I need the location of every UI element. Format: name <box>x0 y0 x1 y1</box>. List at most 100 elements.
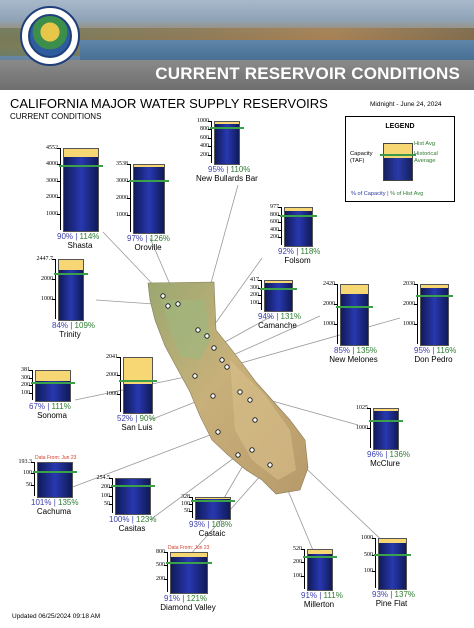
reservoir-axis <box>60 148 61 230</box>
tick-label: 2000 <box>323 301 335 307</box>
storage-fill <box>265 282 292 311</box>
pct-hist-avg: 118% <box>300 247 321 256</box>
pct-capacity: 52% <box>117 414 134 423</box>
tick-label: 381 <box>21 367 30 373</box>
hist-avg-line <box>59 165 103 167</box>
reservoir-name: Oroville <box>134 243 162 252</box>
tick-label: 1000 <box>46 211 58 217</box>
tick-label: 500 <box>156 562 165 568</box>
reservoir-name: Diamond Valley <box>160 603 216 612</box>
hist-avg-line <box>129 180 169 182</box>
header-banner: CURRENT RESERVOIR CONDITIONS <box>0 0 474 90</box>
tick-label: 2041 <box>106 354 118 360</box>
reservoir-name: McClure <box>370 459 400 468</box>
pct-capacity: 100% <box>109 515 130 524</box>
storage-fill <box>379 542 406 589</box>
tick-label: 600 <box>270 219 279 225</box>
legend-capacity: Capacity (TAF) <box>350 151 373 164</box>
updated-timestamp: Updated 06/25/2024 09:18 AM <box>12 613 101 620</box>
tick-label: 4000 <box>46 161 58 167</box>
tick-label: 3000 <box>116 178 128 184</box>
storage-fill <box>374 410 398 449</box>
tick-label: 2000 <box>116 195 128 201</box>
storage-fill <box>38 463 72 497</box>
tick-label: 1000 <box>356 425 368 431</box>
legend-pct-capacity: % of Capacity <box>351 191 386 197</box>
reservoir-axis <box>375 538 376 588</box>
pct-hist-avg: 136% <box>389 450 411 459</box>
legend: LEGEND Capacity (TAF) Hist Avg Historica… <box>345 116 455 202</box>
tick-label: 200 <box>21 382 30 388</box>
reservoir-percentages: 93% | 108% <box>189 520 233 529</box>
reservoir-percentages: 96% | 136% <box>367 450 411 459</box>
hist-avg-line <box>280 215 317 217</box>
pct-hist-avg: 121% <box>186 594 208 603</box>
reservoir-name: Folsom <box>284 256 311 265</box>
reservoir-axis <box>337 284 338 344</box>
tick-label: 977 <box>270 204 279 210</box>
pct-hist-avg: 109% <box>74 321 96 330</box>
reservoir-axis <box>304 549 305 589</box>
tick-label: 2030 <box>403 281 415 287</box>
reservoir-name: Trinity <box>59 330 81 339</box>
pct-capacity: 91% <box>301 591 318 600</box>
capacity-bar <box>340 284 369 346</box>
tick-label: 2000 <box>106 372 118 378</box>
tick-label: 3538 <box>116 161 128 167</box>
tick-label: 2000 <box>46 194 58 200</box>
reservoir-name: Shasta <box>67 241 93 250</box>
pct-hist-avg: 137% <box>394 590 416 599</box>
hist-avg-line <box>31 382 75 384</box>
tick-label: 1000 <box>361 535 373 541</box>
capacity-bar <box>373 408 399 450</box>
tick-label: 100 <box>250 300 259 306</box>
pct-capacity: 85% <box>334 346 351 355</box>
reservoir-axis <box>281 207 282 245</box>
pct-capacity: 95% <box>208 165 225 174</box>
pct-capacity: 67% <box>29 402 46 411</box>
tick-label: 100 <box>101 493 110 499</box>
tick-label: 800 <box>200 126 209 132</box>
reservoir-axis <box>167 552 168 592</box>
tick-label: 100 <box>293 573 302 579</box>
data-date-note: Data From: Jun 23 <box>35 455 77 461</box>
pct-capacity: 93% <box>372 590 389 599</box>
data-date-note: Data From: Jun 23 <box>168 545 210 551</box>
pct-hist-avg: 126% <box>149 234 171 243</box>
dwr-seal-icon <box>20 6 80 66</box>
reservoir-percentages: 93% | 137% <box>372 590 416 599</box>
reservoir-percentages: 52% | 90% <box>117 414 156 423</box>
tick-label: 400 <box>200 143 209 149</box>
reservoir-percentages: 91% | 121% <box>164 594 208 603</box>
tick-label: 1025 <box>356 405 368 411</box>
reservoir-percentages: 67% | 111% <box>29 402 71 411</box>
tick-label: 600 <box>200 135 209 141</box>
tick-label: 1000 <box>197 118 209 124</box>
pct-capacity: 93% <box>189 520 206 529</box>
pct-hist-avg: 131% <box>280 312 302 321</box>
capacity-bar <box>378 538 407 590</box>
pct-capacity: 96% <box>367 450 384 459</box>
tick-label: 2420 <box>323 281 335 287</box>
tick-label: 2000 <box>41 276 53 282</box>
legend-percent-key: % of Capacity | % of Hist Avg <box>351 191 424 197</box>
pct-hist-avg: 116% <box>436 346 457 355</box>
tick-label: 800 <box>156 549 165 555</box>
reservoir-name: Sonoma <box>37 411 67 420</box>
hist-avg-line <box>336 306 373 308</box>
capacity-bar <box>420 284 449 346</box>
tick-label: 1000 <box>106 391 118 397</box>
tick-label: 100 <box>23 470 32 476</box>
reservoir-axis <box>417 284 418 344</box>
reservoir-percentages: 92% | 118% <box>278 247 321 256</box>
tick-label: 1000 <box>116 212 128 218</box>
hist-avg-line <box>119 380 157 382</box>
tick-label: 50 <box>26 482 32 488</box>
hist-avg-line <box>210 127 244 129</box>
legend-hist-avg: Hist Avg <box>414 141 436 147</box>
tick-label: 1000 <box>41 296 53 302</box>
hist-avg-line <box>374 554 411 556</box>
storage-fill <box>196 499 230 519</box>
reservoir-name: Camanche <box>258 321 297 330</box>
capacity-bar <box>264 280 293 312</box>
